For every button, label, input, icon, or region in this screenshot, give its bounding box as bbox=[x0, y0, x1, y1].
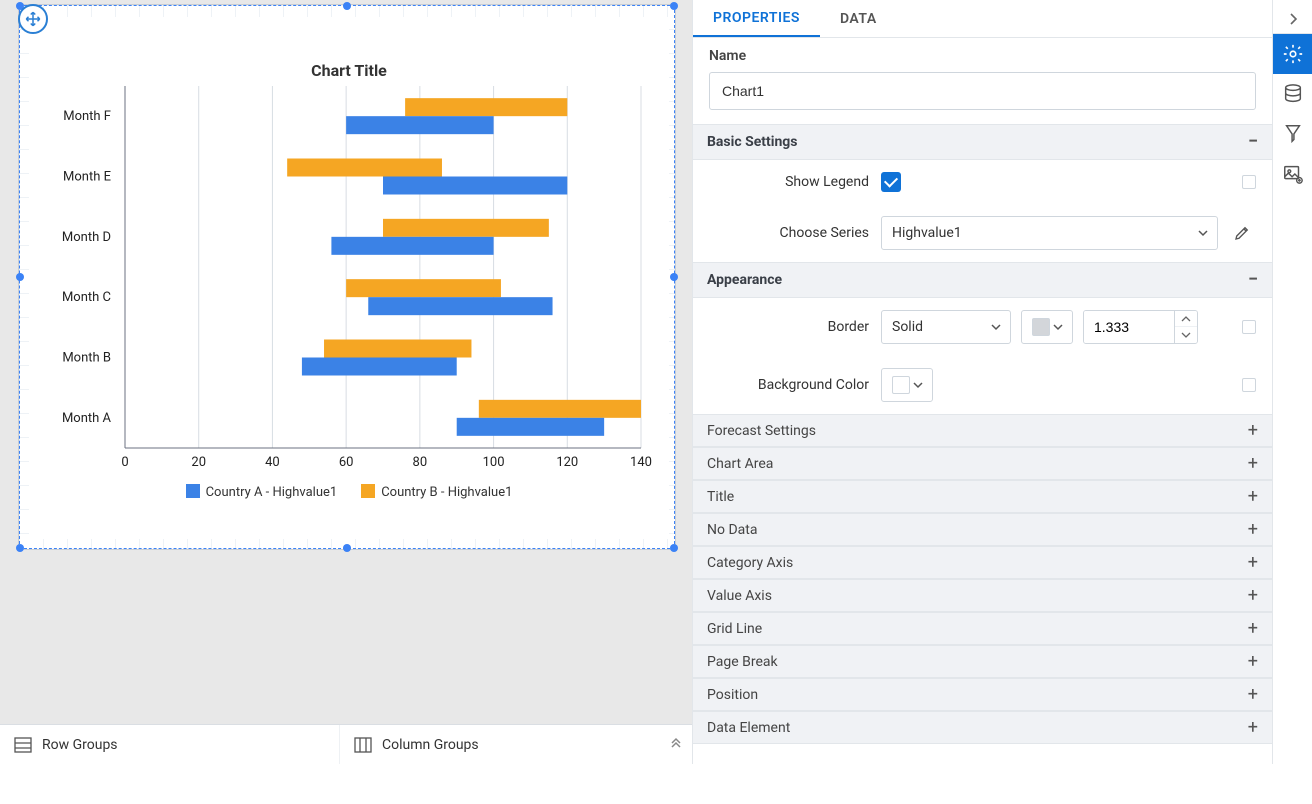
resize-handle-mr[interactable] bbox=[670, 273, 678, 281]
show-legend-checkbox[interactable] bbox=[881, 172, 901, 192]
section-basic-title: Basic Settings bbox=[707, 134, 798, 150]
right-rail bbox=[1272, 0, 1312, 764]
svg-text:80: 80 bbox=[413, 455, 428, 470]
bg-color-label: Background Color bbox=[709, 377, 881, 393]
stepper-down[interactable] bbox=[1175, 327, 1197, 343]
color-swatch bbox=[892, 376, 910, 394]
expand-icon: + bbox=[1248, 587, 1258, 605]
columns-icon bbox=[354, 737, 372, 753]
section-category-axis[interactable]: Category Axis+ bbox=[693, 546, 1272, 579]
border-label: Border bbox=[709, 319, 881, 335]
collapse-icon: − bbox=[1248, 271, 1258, 289]
resize-handle-tr[interactable] bbox=[670, 2, 678, 10]
legend-item: Country B - Highvalue1 bbox=[361, 484, 512, 500]
svg-text:Month E: Month E bbox=[63, 170, 111, 185]
svg-text:Month A: Month A bbox=[62, 411, 112, 426]
resize-handle-bm[interactable] bbox=[343, 544, 351, 552]
expand-icon: + bbox=[1248, 521, 1258, 539]
svg-text:140: 140 bbox=[630, 455, 652, 470]
column-groups-label[interactable]: Column Groups bbox=[382, 737, 479, 753]
name-input[interactable] bbox=[709, 72, 1256, 110]
pin-border[interactable] bbox=[1242, 320, 1256, 334]
row-groups-label[interactable]: Row Groups bbox=[42, 737, 118, 753]
choose-series-label: Choose Series bbox=[709, 225, 881, 241]
properties-panel: PROPERTIES DATA Name Basic Settings − Sh… bbox=[692, 0, 1272, 764]
chevron-down-icon bbox=[912, 379, 924, 391]
rail-data-button[interactable] bbox=[1273, 74, 1312, 114]
rail-parameters-button[interactable] bbox=[1273, 114, 1312, 154]
svg-text:60: 60 bbox=[339, 455, 354, 470]
svg-text:40: 40 bbox=[265, 455, 280, 470]
section-forecast-settings[interactable]: Forecast Settings+ bbox=[693, 414, 1272, 447]
panel-tabs: PROPERTIES DATA bbox=[693, 0, 1272, 38]
expand-icon: + bbox=[1248, 620, 1258, 638]
rail-collapse-button[interactable] bbox=[1273, 4, 1312, 34]
name-label: Name bbox=[709, 48, 1256, 64]
tab-properties[interactable]: PROPERTIES bbox=[693, 0, 820, 37]
svg-text:Month F: Month F bbox=[63, 109, 111, 124]
section-title[interactable]: Title+ bbox=[693, 480, 1272, 513]
collapse-icon: − bbox=[1248, 133, 1258, 151]
expand-icon: + bbox=[1248, 554, 1258, 572]
section-data-element[interactable]: Data Element+ bbox=[693, 711, 1272, 744]
section-page-break[interactable]: Page Break+ bbox=[693, 645, 1272, 678]
svg-text:Month B: Month B bbox=[62, 351, 111, 366]
expand-icon: + bbox=[1248, 455, 1258, 473]
chevron-down-icon bbox=[990, 321, 1002, 333]
section-appearance[interactable]: Appearance − bbox=[693, 262, 1272, 298]
section-basic-settings[interactable]: Basic Settings − bbox=[693, 124, 1272, 160]
design-canvas[interactable]: Chart Title 0 20 40 60 80 100 120 140 Month F Mon… bbox=[0, 0, 692, 764]
resize-handle-ml[interactable] bbox=[16, 273, 24, 281]
expand-icon: + bbox=[1248, 719, 1258, 737]
expand-icon: + bbox=[1248, 422, 1258, 440]
choose-series-select[interactable]: Highvalue1 bbox=[881, 216, 1218, 250]
chart-preview: Chart Title 0 20 40 60 80 100 120 140 Month F Mon… bbox=[29, 17, 669, 539]
svg-text:20: 20 bbox=[191, 455, 206, 470]
rail-properties-button[interactable] bbox=[1273, 34, 1312, 74]
expand-icon: + bbox=[1248, 488, 1258, 506]
section-grid-line[interactable]: Grid Line+ bbox=[693, 612, 1272, 645]
chart-plot: 0 20 40 60 80 100 120 140 Month F Month E Month D M… bbox=[41, 86, 661, 478]
border-width-input[interactable] bbox=[1083, 310, 1198, 344]
edit-series-button[interactable] bbox=[1228, 219, 1256, 247]
move-handle[interactable] bbox=[18, 4, 48, 34]
resize-handle-br[interactable] bbox=[670, 544, 678, 552]
section-value-axis[interactable]: Value Axis+ bbox=[693, 579, 1272, 612]
groups-expand-icon[interactable] bbox=[669, 736, 683, 754]
chart-legend: Country A - Highvalue1 Country B - Highva… bbox=[41, 484, 657, 500]
border-style-select[interactable]: Solid bbox=[881, 310, 1011, 344]
rail-image-manager-button[interactable] bbox=[1273, 154, 1312, 194]
chevron-down-icon bbox=[1052, 321, 1064, 333]
svg-text:Month C: Month C bbox=[62, 290, 111, 305]
groups-bar: Row Groups Column Groups bbox=[0, 724, 692, 764]
resize-handle-bl[interactable] bbox=[16, 544, 24, 552]
section-appearance-title: Appearance bbox=[707, 272, 782, 288]
bg-color-select[interactable] bbox=[881, 368, 933, 402]
border-color-select[interactable] bbox=[1021, 310, 1073, 344]
section-chart-area[interactable]: Chart Area+ bbox=[693, 447, 1272, 480]
section-position[interactable]: Position+ bbox=[693, 678, 1272, 711]
svg-text:0: 0 bbox=[121, 455, 128, 470]
svg-text:Month D: Month D bbox=[62, 230, 111, 245]
section-no-data[interactable]: No Data+ bbox=[693, 513, 1272, 546]
expand-icon: + bbox=[1248, 653, 1258, 671]
chart-design-item[interactable]: Chart Title 0 20 40 60 80 100 120 140 Month F Mon… bbox=[18, 4, 676, 550]
expand-icon: + bbox=[1248, 686, 1258, 704]
tab-data[interactable]: DATA bbox=[820, 0, 897, 37]
svg-text:100: 100 bbox=[483, 455, 505, 470]
svg-text:120: 120 bbox=[556, 455, 578, 470]
pin-bg-color[interactable] bbox=[1242, 378, 1256, 392]
stepper-up[interactable] bbox=[1175, 311, 1197, 327]
color-swatch bbox=[1032, 318, 1050, 336]
rows-icon bbox=[14, 737, 32, 753]
resize-handle-tm[interactable] bbox=[343, 2, 351, 10]
legend-item: Country A - Highvalue1 bbox=[186, 484, 338, 500]
chart-title: Chart Title bbox=[41, 61, 657, 80]
pin-show-legend[interactable] bbox=[1242, 175, 1256, 189]
chevron-down-icon bbox=[1197, 227, 1209, 239]
show-legend-label: Show Legend bbox=[709, 174, 881, 190]
